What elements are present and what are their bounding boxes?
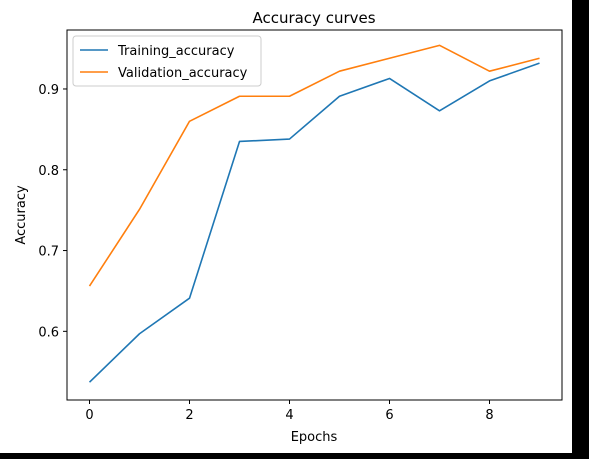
x-tick-label: 2	[185, 408, 193, 423]
x-axis-ticks: 0 2 4 6 8	[85, 400, 493, 423]
figure: Accuracy curves 0 2 4 6 8 0.6 0.7 0.8 0.9 Epoch…	[0, 0, 572, 453]
legend: Training_accuracy Validation_accuracy	[73, 36, 261, 86]
chart-title: Accuracy curves	[252, 9, 375, 27]
legend-label-validation: Validation_accuracy	[118, 66, 248, 81]
training-accuracy-line	[90, 63, 540, 382]
y-tick-label: 0.7	[38, 245, 59, 260]
legend-label-training: Training_accuracy	[117, 44, 235, 59]
x-tick-label: 4	[285, 408, 293, 423]
y-axis-label: Accuracy	[14, 185, 29, 245]
y-axis-ticks: 0.6 0.7 0.8 0.9	[38, 83, 67, 340]
x-tick-label: 6	[385, 408, 393, 423]
y-tick-label: 0.9	[38, 83, 59, 98]
y-tick-label: 0.6	[38, 325, 59, 340]
accuracy-chart: Accuracy curves 0 2 4 6 8 0.6 0.7 0.8 0.9 Epoch…	[0, 0, 572, 453]
y-tick-label: 0.8	[38, 164, 59, 179]
x-tick-label: 8	[485, 408, 493, 423]
x-axis-label: Epochs	[291, 430, 338, 445]
series-lines	[90, 45, 540, 382]
x-tick-label: 0	[85, 408, 93, 423]
